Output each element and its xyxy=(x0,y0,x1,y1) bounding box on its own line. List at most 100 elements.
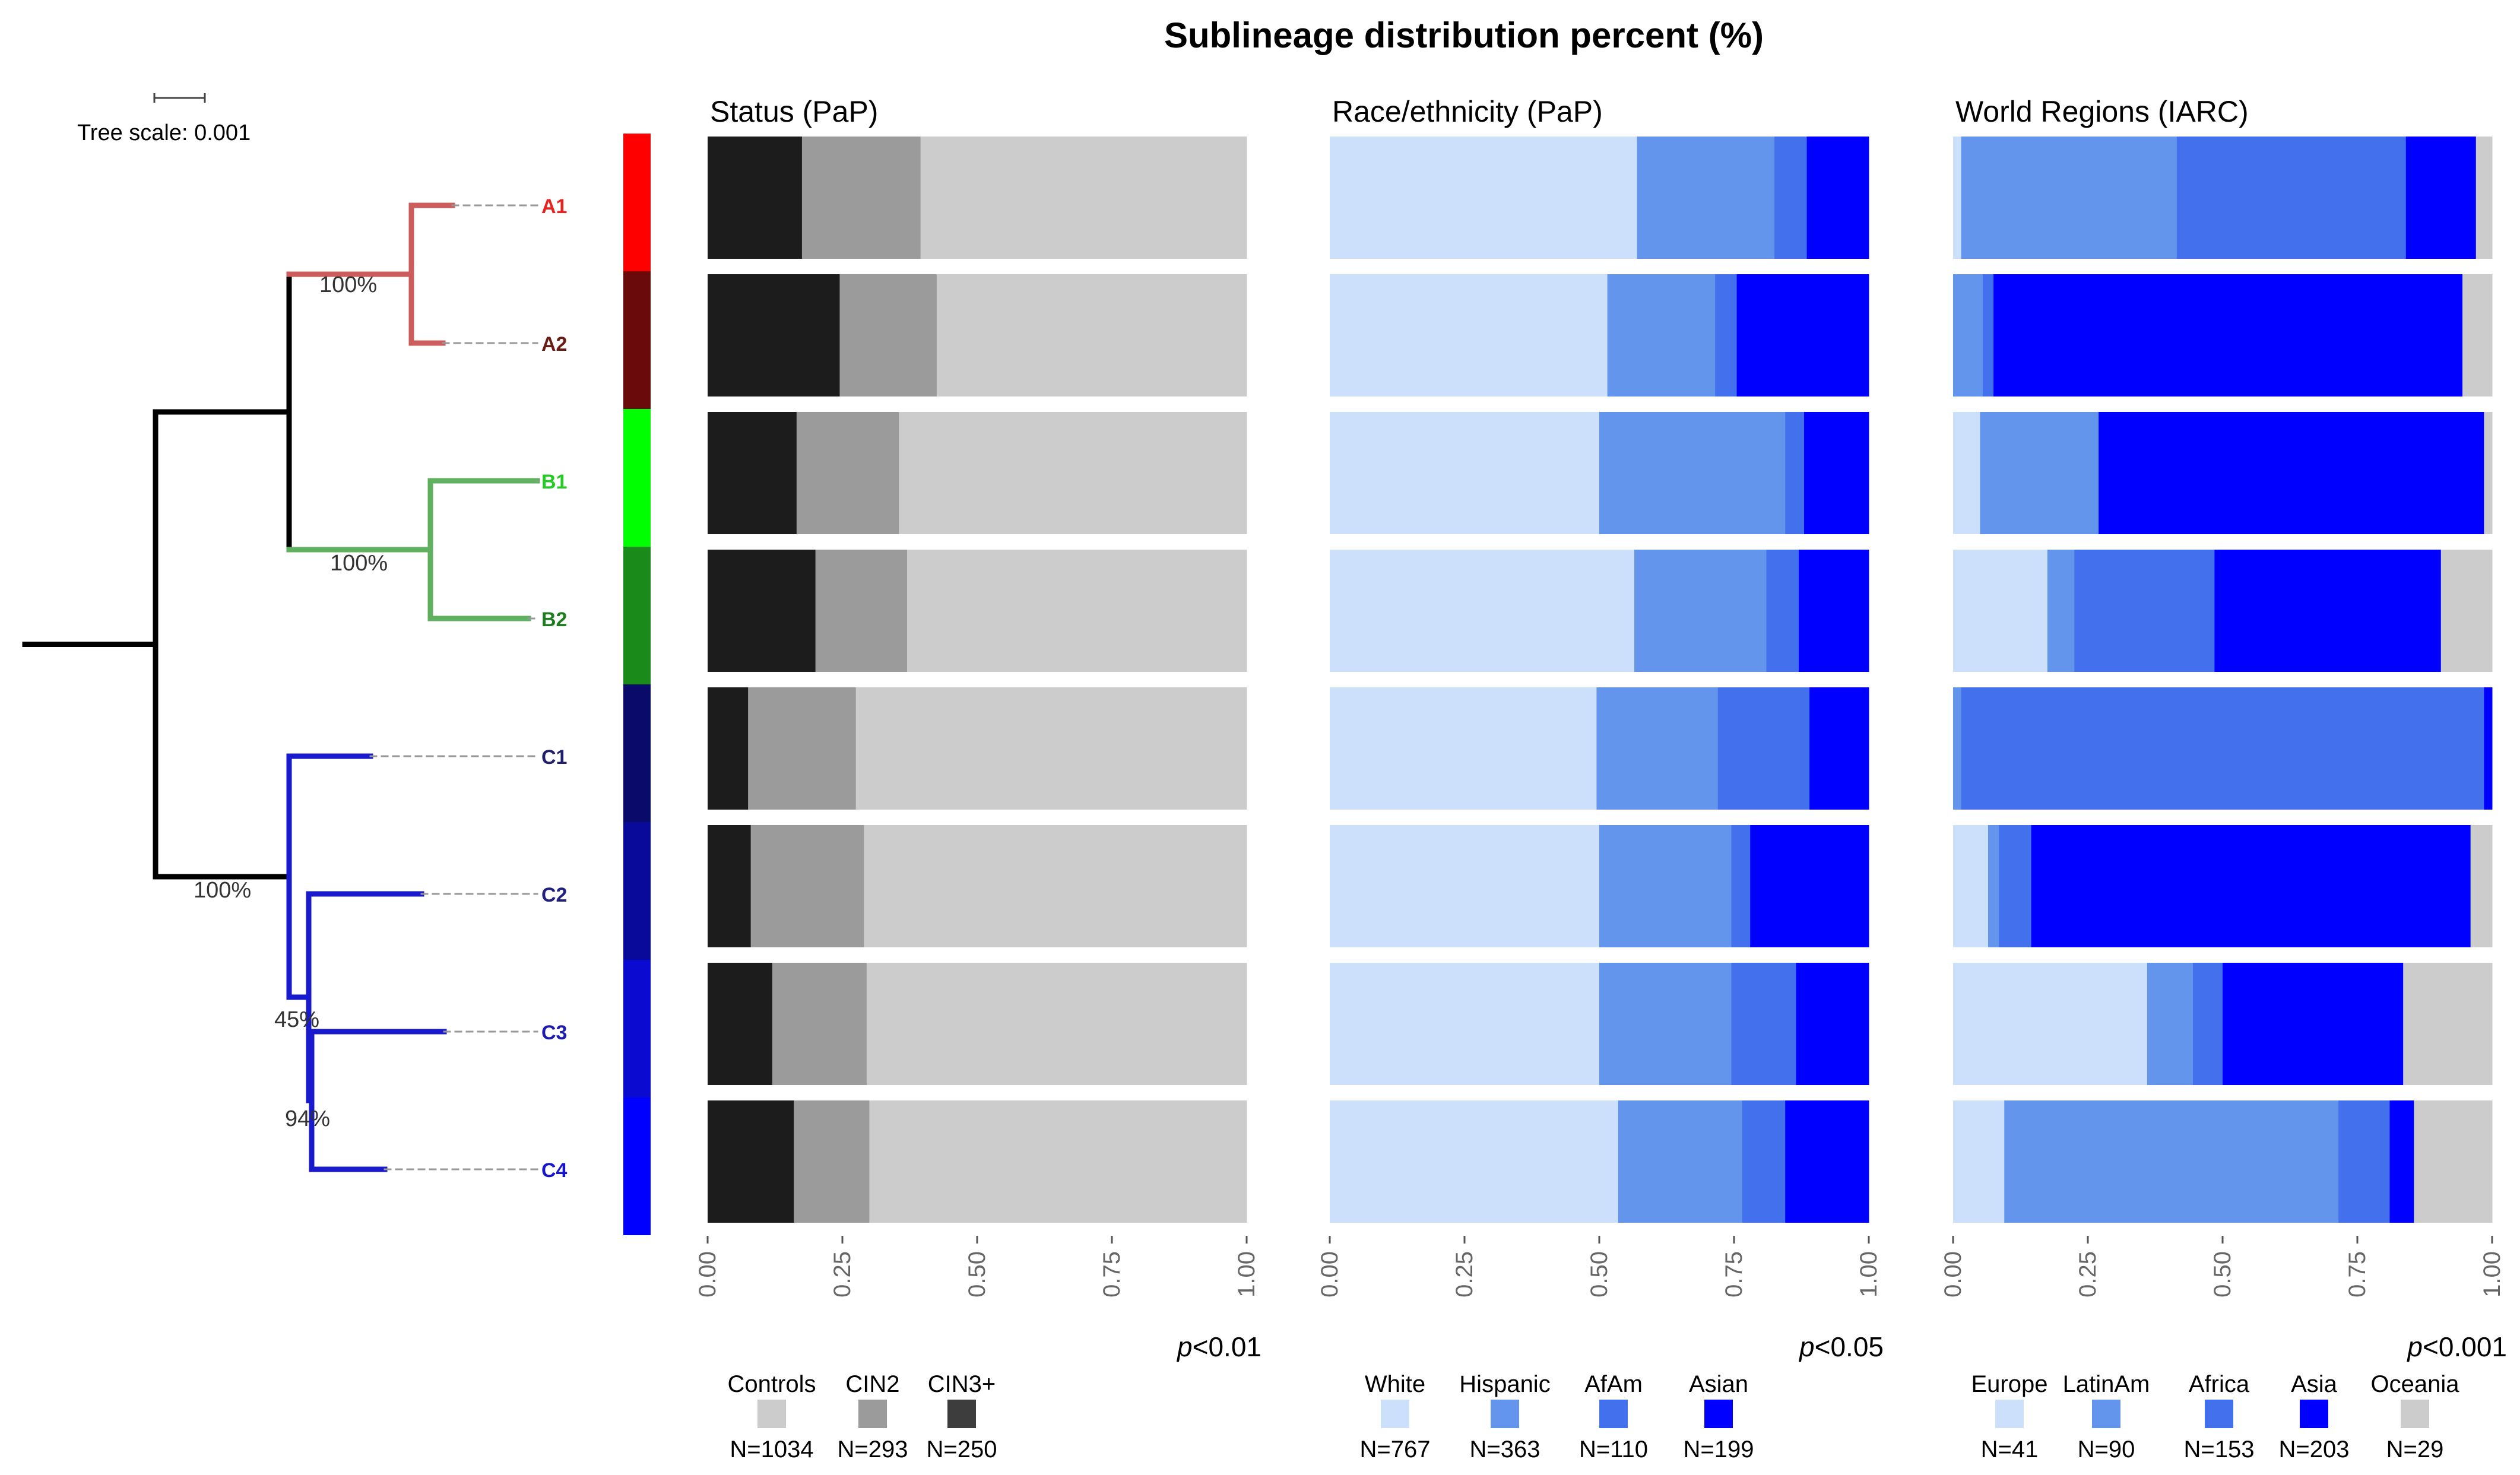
bar-a2-africa xyxy=(1982,274,1994,396)
legend-label: Asian xyxy=(1689,1371,1748,1397)
bar-b2-controls xyxy=(906,550,1247,672)
legend-count: N=250 xyxy=(927,1436,997,1463)
bar-b1-hispanic xyxy=(1599,412,1786,534)
x-tick-label: 1.00 xyxy=(2479,1251,2505,1298)
panel-race-ethnicity-pap: Race/ethnicity (PaP) 0.00 0.25 0.50 0.75 1.00… xyxy=(1317,95,1884,1463)
legend-item-asian: Asian N=199 xyxy=(1684,1371,1754,1463)
legend-swatch xyxy=(1491,1400,1519,1428)
legend-swatch xyxy=(2092,1400,2120,1428)
bar-a1-hispanic xyxy=(1637,137,1775,259)
x-tick-label: 0.00 xyxy=(1317,1251,1343,1298)
bootstrap-label-a: 100% xyxy=(319,272,377,297)
bar-c2-controls xyxy=(864,825,1247,947)
legend-item-asia: Asia N=203 xyxy=(2279,1371,2350,1463)
legend-label: Africa xyxy=(2189,1371,2250,1397)
bootstrap-label-b: 100% xyxy=(330,551,388,576)
x-tick-label: 1.00 xyxy=(1856,1251,1882,1298)
panel-world-regions-iarc: World Regions (IARC) 0.00 0.25 0.50 0.75 1.00… xyxy=(1940,95,2507,1463)
legend-item-oceania: Oceania N=29 xyxy=(2371,1371,2460,1463)
legend-count: N=767 xyxy=(1360,1436,1431,1463)
bar-c2-asia xyxy=(2031,825,2471,947)
bar-b1-asian xyxy=(1804,412,1869,534)
p-value: p<0.05 xyxy=(1798,1331,1884,1362)
bar-c1-asia xyxy=(2484,687,2493,810)
x-tick-label: 0.25 xyxy=(2075,1251,2101,1298)
x-tick-label: 0.50 xyxy=(1586,1251,1612,1298)
legend-item-africa: Africa N=153 xyxy=(2184,1371,2255,1463)
bar-c2-latinam xyxy=(1988,825,1999,947)
bar-c3-asian xyxy=(1796,963,1869,1085)
bar-c4-cin3 xyxy=(708,1100,794,1223)
bar-c1-hispanic xyxy=(1596,687,1719,810)
strip-b2 xyxy=(623,547,651,684)
bar-c3-asia xyxy=(2223,963,2404,1085)
tree-labels: A1 A2 B1 B2 C1 C2 C3 C4 100% 100% 100% 45% 94% xyxy=(194,195,568,1182)
panel-title: World Regions (IARC) xyxy=(1955,95,2249,128)
bootstrap-label-c3-c4: 94% xyxy=(285,1106,330,1131)
legend-item-latinam: LatinAm N=90 xyxy=(2063,1371,2150,1463)
bar-c1-controls xyxy=(855,687,1247,810)
bar-a1-oceania xyxy=(2475,137,2493,259)
legend-item-cin2: CIN2 N=293 xyxy=(838,1371,908,1463)
bar-c3-white xyxy=(1330,963,1600,1085)
legend-swatch xyxy=(947,1400,976,1428)
bar-c1-asian xyxy=(1809,687,1869,810)
legend-item-europe: Europe N=41 xyxy=(1971,1371,2048,1463)
bar-c3-controls xyxy=(866,963,1247,1085)
bar-c3-hispanic xyxy=(1599,963,1732,1085)
bar-b1-cin2 xyxy=(796,412,899,534)
bar-a1-asian xyxy=(1806,137,1869,259)
bar-a2-latinam xyxy=(1953,274,1983,396)
legend-item-hispanic: Hispanic N=363 xyxy=(1459,1371,1550,1463)
bar-a1-europe xyxy=(1953,137,1962,259)
legend-label: AfAm xyxy=(1584,1371,1643,1397)
legend-swatch xyxy=(757,1400,786,1428)
strip-a1 xyxy=(623,134,651,271)
bar-c4-africa xyxy=(2338,1100,2390,1223)
bar-c4-europe xyxy=(1953,1100,2005,1223)
strip-a2 xyxy=(623,271,651,409)
bar-c4-asia xyxy=(2389,1100,2414,1223)
bar-c4-oceania xyxy=(2414,1100,2493,1223)
bar-a2-afam xyxy=(1715,274,1738,396)
x-tick-label: 0.75 xyxy=(1099,1251,1125,1298)
panel-title: Status (PaP) xyxy=(710,95,878,128)
legend-count: N=90 xyxy=(2078,1436,2135,1463)
leaf-label-c2: C2 xyxy=(541,884,567,906)
bar-b1-cin3 xyxy=(708,412,797,534)
bar-a1-africa xyxy=(2176,137,2407,259)
figure-title: Sublineage distribution percent (%) xyxy=(1164,15,1764,55)
x-tick-label: 0.75 xyxy=(1721,1251,1747,1298)
legend-count: N=29 xyxy=(2386,1436,2444,1463)
phylogenetic-tree: Tree scale: 0.001 A1 A2 B1 B2 C1 C2 C3 C4 100% 10… xyxy=(22,93,568,1182)
bar-b1-oceania xyxy=(2484,412,2493,534)
leaf-label-c4: C4 xyxy=(541,1159,568,1182)
legend-count: N=363 xyxy=(1470,1436,1540,1463)
legend-label: Asia xyxy=(2291,1371,2338,1397)
legend-item-cin3: CIN3+ N=250 xyxy=(927,1371,997,1463)
bar-b2-africa xyxy=(2074,550,2215,672)
bar-c4-cin2 xyxy=(794,1100,870,1223)
legend-label: Europe xyxy=(1971,1371,2048,1397)
bar-c1-cin3 xyxy=(708,687,749,810)
p-value: p<0.01 xyxy=(1176,1331,1261,1362)
legend-label: CIN3+ xyxy=(928,1371,996,1397)
x-tick-label: 1.00 xyxy=(1234,1251,1260,1298)
bar-c3-cin3 xyxy=(708,963,773,1085)
bar-c2-europe xyxy=(1953,825,1989,947)
bootstrap-label-c: 100% xyxy=(194,878,251,903)
legend-swatch xyxy=(1381,1400,1409,1428)
bar-b1-controls xyxy=(899,412,1247,534)
bar-a2-cin3 xyxy=(708,274,840,396)
bar-b1-asia xyxy=(2099,412,2484,534)
bar-c1-white xyxy=(1330,687,1597,810)
bar-b2-white xyxy=(1330,550,1635,672)
bar-a2-asian xyxy=(1736,274,1869,396)
legend-swatch xyxy=(1704,1400,1733,1428)
strip-c2 xyxy=(623,822,651,960)
x-tick-label: 0.00 xyxy=(695,1251,721,1298)
legend-swatch xyxy=(1599,1400,1628,1428)
legend-item-controls: Controls N=1034 xyxy=(728,1371,816,1463)
bar-a1-asia xyxy=(2405,137,2477,259)
